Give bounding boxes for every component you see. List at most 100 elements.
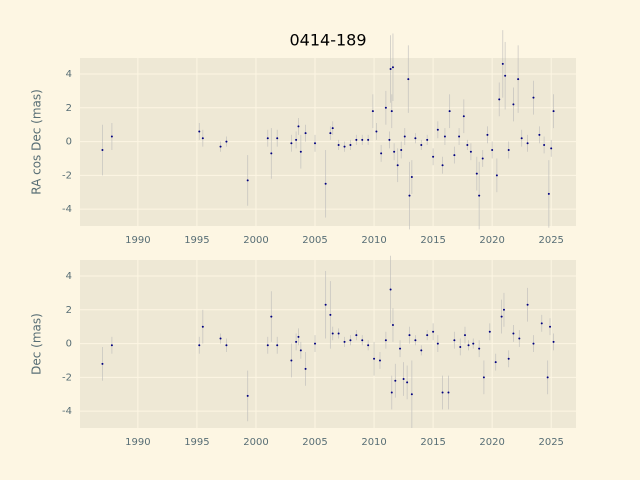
- y-tick-label: -2: [62, 372, 72, 383]
- data-point: [403, 135, 406, 138]
- data-point: [436, 128, 439, 131]
- data-point: [331, 332, 334, 335]
- data-point: [329, 313, 332, 316]
- data-point: [225, 140, 228, 143]
- data-point: [110, 135, 113, 138]
- data-point: [276, 137, 279, 140]
- data-point: [367, 138, 370, 141]
- data-point: [399, 347, 402, 350]
- x-tick-label: 2010: [361, 437, 386, 448]
- data-point: [324, 303, 327, 306]
- data-point: [475, 172, 478, 175]
- data-point: [375, 130, 378, 133]
- data-point: [550, 147, 553, 150]
- data-point: [546, 376, 549, 379]
- data-point: [462, 115, 465, 118]
- x-tick-label: 2005: [302, 235, 327, 246]
- x-tick-label: 1990: [125, 437, 150, 448]
- x-tick-label: 2025: [538, 437, 563, 448]
- data-point: [543, 143, 546, 146]
- data-point: [453, 339, 456, 342]
- data-point: [466, 143, 469, 146]
- data-point: [295, 138, 298, 141]
- data-point: [400, 149, 403, 152]
- data-point: [432, 155, 435, 158]
- data-point: [390, 110, 393, 113]
- data-point: [198, 130, 201, 133]
- data-point: [459, 345, 462, 348]
- chart-title: 0414-189: [289, 31, 366, 50]
- y-tick-label: -2: [62, 170, 72, 181]
- x-tick-label: 2000: [243, 437, 268, 448]
- data-point: [324, 182, 327, 185]
- data-point: [246, 179, 249, 182]
- data-point: [540, 322, 543, 325]
- data-point: [304, 367, 307, 370]
- data-point: [198, 344, 201, 347]
- y-tick-label: 0: [66, 137, 72, 148]
- x-tick-label: 2020: [479, 235, 504, 246]
- x-tick-label: 2025: [538, 235, 563, 246]
- data-point: [394, 379, 397, 382]
- data-point: [337, 332, 340, 335]
- data-point: [482, 376, 485, 379]
- data-point: [494, 361, 497, 364]
- x-tick-label: 1995: [184, 437, 209, 448]
- data-point: [502, 308, 505, 311]
- data-point: [378, 359, 381, 362]
- data-point: [201, 325, 204, 328]
- data-point: [432, 330, 435, 333]
- data-point: [458, 135, 461, 138]
- data-point: [532, 342, 535, 345]
- data-point: [478, 194, 481, 197]
- data-point: [520, 137, 523, 140]
- data-point: [549, 325, 552, 328]
- y-axis-label: RA cos Dec (mas): [30, 89, 44, 195]
- data-point: [299, 349, 302, 352]
- data-point: [552, 110, 555, 113]
- data-point: [295, 340, 298, 343]
- data-point: [507, 357, 510, 360]
- data-point: [266, 137, 269, 140]
- x-tick-label: 1990: [125, 235, 150, 246]
- data-point: [266, 344, 269, 347]
- x-tick-label: 2015: [420, 235, 445, 246]
- data-point: [110, 344, 113, 347]
- data-point: [472, 342, 475, 345]
- x-tick-label: 2020: [479, 437, 504, 448]
- data-point: [436, 342, 439, 345]
- x-tick-label: 2000: [243, 235, 268, 246]
- data-point: [488, 330, 491, 333]
- data-point: [343, 340, 346, 343]
- x-tick-label: 2015: [420, 437, 445, 448]
- data-point: [500, 315, 503, 318]
- data-point: [504, 74, 507, 77]
- data-point: [443, 135, 446, 138]
- data-point: [270, 315, 273, 318]
- y-tick-label: 4: [66, 271, 72, 282]
- data-point: [337, 143, 340, 146]
- data-point: [512, 103, 515, 106]
- data-point: [389, 67, 392, 70]
- data-point: [246, 394, 249, 397]
- x-tick-label: 1995: [184, 235, 209, 246]
- data-point: [276, 344, 279, 347]
- data-point: [393, 150, 396, 153]
- data-point: [410, 176, 413, 179]
- data-point: [225, 344, 228, 347]
- data-point: [407, 78, 410, 81]
- x-tick-label: 2005: [302, 437, 327, 448]
- data-point: [355, 334, 358, 337]
- data-point: [552, 340, 555, 343]
- data-point: [390, 391, 393, 394]
- x-tick-label: 2010: [361, 235, 386, 246]
- y-tick-label: -4: [62, 406, 72, 417]
- data-point: [463, 334, 466, 337]
- data-point: [538, 133, 541, 136]
- data-point: [290, 142, 293, 145]
- data-point: [414, 339, 417, 342]
- data-point: [453, 154, 456, 157]
- data-point: [355, 138, 358, 141]
- data-point: [532, 96, 535, 99]
- data-point: [361, 339, 364, 342]
